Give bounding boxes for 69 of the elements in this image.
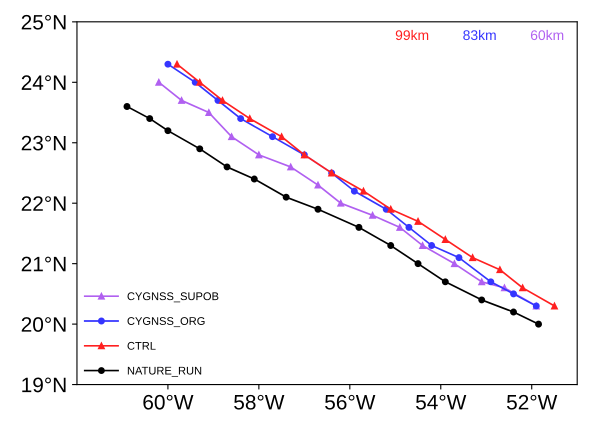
point (387, 206, 394, 213)
point (237, 115, 244, 122)
point (478, 278, 486, 286)
legend-label: CYGNSS_SUPOB (128, 292, 218, 302)
point (205, 109, 212, 116)
point (287, 163, 294, 170)
point (255, 151, 262, 158)
legend-label: NATURE_RUN (128, 366, 202, 377)
y-tick-label: 22°N (22, 196, 66, 211)
point (355, 224, 362, 231)
point (455, 254, 462, 262)
point (442, 236, 449, 243)
point (414, 218, 422, 225)
point (519, 284, 526, 292)
point (164, 127, 172, 134)
y-tick-label: 25°N (22, 14, 66, 30)
y-tick-label: 20°N (22, 317, 66, 332)
point (278, 133, 286, 140)
point (396, 224, 404, 231)
point (164, 60, 172, 68)
point (478, 296, 486, 304)
point (469, 254, 476, 262)
point (146, 115, 154, 122)
point (314, 182, 322, 189)
point (496, 266, 504, 274)
x-tick-label: 58°W (234, 394, 284, 410)
point (269, 133, 276, 140)
point (510, 308, 518, 316)
point (369, 212, 376, 219)
annotation: 99km (396, 30, 428, 40)
legend-label: CTRL (128, 342, 156, 350)
point (282, 194, 290, 201)
point (246, 115, 254, 122)
point (250, 176, 258, 182)
y-tick-label: 19°N (22, 378, 66, 392)
point (196, 145, 204, 152)
point (337, 200, 344, 207)
annotation: 60km (530, 30, 564, 40)
point (178, 96, 186, 104)
point (196, 78, 204, 86)
point (550, 302, 558, 310)
point (174, 60, 180, 68)
point (442, 278, 449, 286)
point (124, 103, 130, 110)
x-tick-label: 56°W (325, 394, 376, 410)
point (414, 260, 422, 268)
point (487, 278, 494, 286)
point (450, 260, 458, 268)
x-tick-label: 54°W (416, 394, 466, 410)
y-tick-label: 24°N (22, 75, 66, 90)
y-tick-label: 21°N (22, 256, 66, 272)
x-tick-label: 52°W (506, 394, 558, 410)
legend-label: CYGNSS_ORG (128, 317, 205, 328)
point (350, 188, 358, 195)
point (228, 133, 236, 140)
point (314, 206, 322, 213)
x-tick-label: 60°W (143, 394, 194, 410)
y-tick-label: 23°N (22, 136, 66, 151)
point (224, 163, 231, 170)
point (510, 290, 518, 298)
point (219, 96, 226, 104)
point (405, 224, 412, 231)
point (387, 242, 394, 249)
point (428, 242, 436, 249)
point (535, 320, 542, 328)
point (360, 188, 367, 195)
annotation: 83km (463, 30, 496, 40)
point (155, 78, 162, 86)
point (419, 242, 426, 249)
